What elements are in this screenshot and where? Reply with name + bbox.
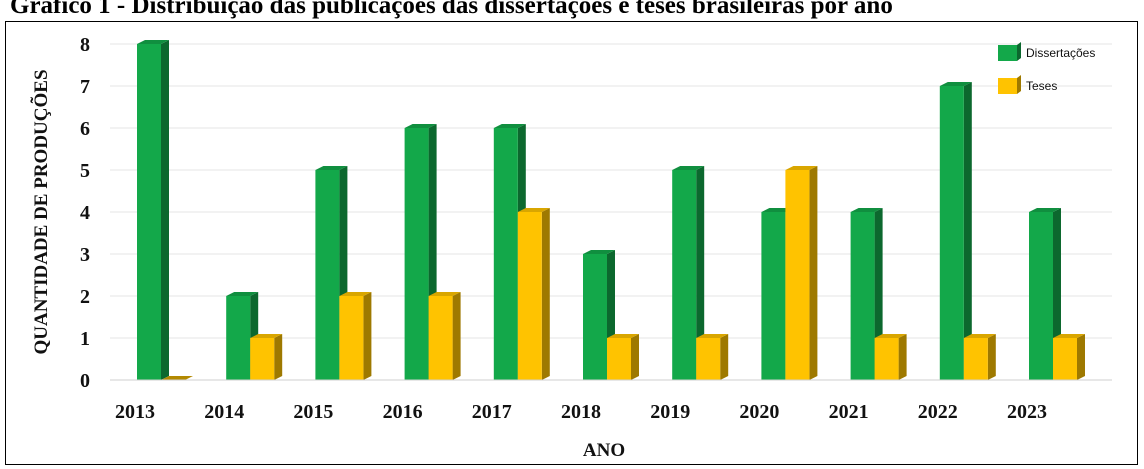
bar-dissertacoes-2021 [850, 208, 883, 380]
y-tick-label: 5 [80, 160, 90, 182]
legend-item-teses: Teses [998, 75, 1057, 94]
bar-teses-2023 [1053, 334, 1085, 380]
bar-dissertacoes-2017 [493, 124, 526, 380]
bar-teses-2020 [785, 166, 818, 380]
y-tick-label: 1 [80, 328, 90, 350]
bar-teses-2014 [250, 334, 283, 380]
x-tick-label: 2021 [829, 401, 869, 423]
bar-dissertacoes-2015 [315, 166, 348, 380]
bar-teses-2019 [696, 334, 729, 380]
y-tick-label: 8 [80, 34, 90, 56]
x-tick-label: 2019 [650, 401, 690, 423]
legend-label: Teses [1026, 79, 1057, 93]
legend-swatch [998, 45, 1017, 61]
y-tick-label: 0 [80, 370, 90, 392]
bar-teses-2013 [161, 376, 193, 380]
x-axis-label: ANO [583, 440, 625, 461]
x-tick-label: 2020 [739, 401, 779, 423]
bar-teses-2015 [339, 292, 372, 380]
y-tick-label: 2 [80, 286, 90, 308]
y-tick-label: 6 [80, 118, 90, 140]
y-tick-label: 4 [80, 202, 90, 224]
x-tick-label: 2015 [293, 401, 333, 423]
legend-label: Dissertações [1026, 46, 1095, 60]
legend: Dissertações Teses [998, 42, 1095, 94]
y-axis-label: QUANTIDADE DE PRODUÇÕES [30, 69, 52, 354]
bar-dissertacoes-2013 [137, 40, 169, 380]
bar-teses-2021 [874, 334, 907, 380]
x-tick-label: 2018 [561, 401, 601, 423]
bar-teses-2022 [963, 334, 996, 380]
bars [137, 40, 1085, 380]
x-axis-ticks: 2013 2014 2015 2016 2017 2018 2019 2020 2021 2022… [115, 401, 1047, 423]
x-tick-label: 2016 [383, 401, 423, 423]
x-tick-label: 2023 [1007, 401, 1047, 423]
x-tick-label: 2014 [204, 401, 244, 423]
x-tick-label: 2013 [115, 401, 155, 423]
y-tick-label: 7 [80, 76, 90, 98]
bar-teses-2018 [607, 334, 639, 380]
y-tick-label: 3 [80, 244, 90, 266]
legend-item-dissertacoes: Dissertações [998, 42, 1095, 61]
bar-dissertacoes-2019 [672, 166, 705, 380]
bar-dissertacoes-2022 [939, 82, 972, 380]
x-tick-label: 2017 [472, 401, 512, 423]
chart-title: Gráfico 1 - Distribuição das publicações… [10, 0, 893, 19]
bar-dissertacoes-2016 [404, 124, 437, 380]
y-axis-ticks: 0 1 2 3 4 5 6 7 8 [80, 34, 90, 392]
x-tick-label: 2022 [918, 401, 958, 423]
bar-teses-2016 [428, 292, 461, 380]
legend-swatch [998, 78, 1017, 94]
bar-teses-2017 [517, 208, 550, 380]
